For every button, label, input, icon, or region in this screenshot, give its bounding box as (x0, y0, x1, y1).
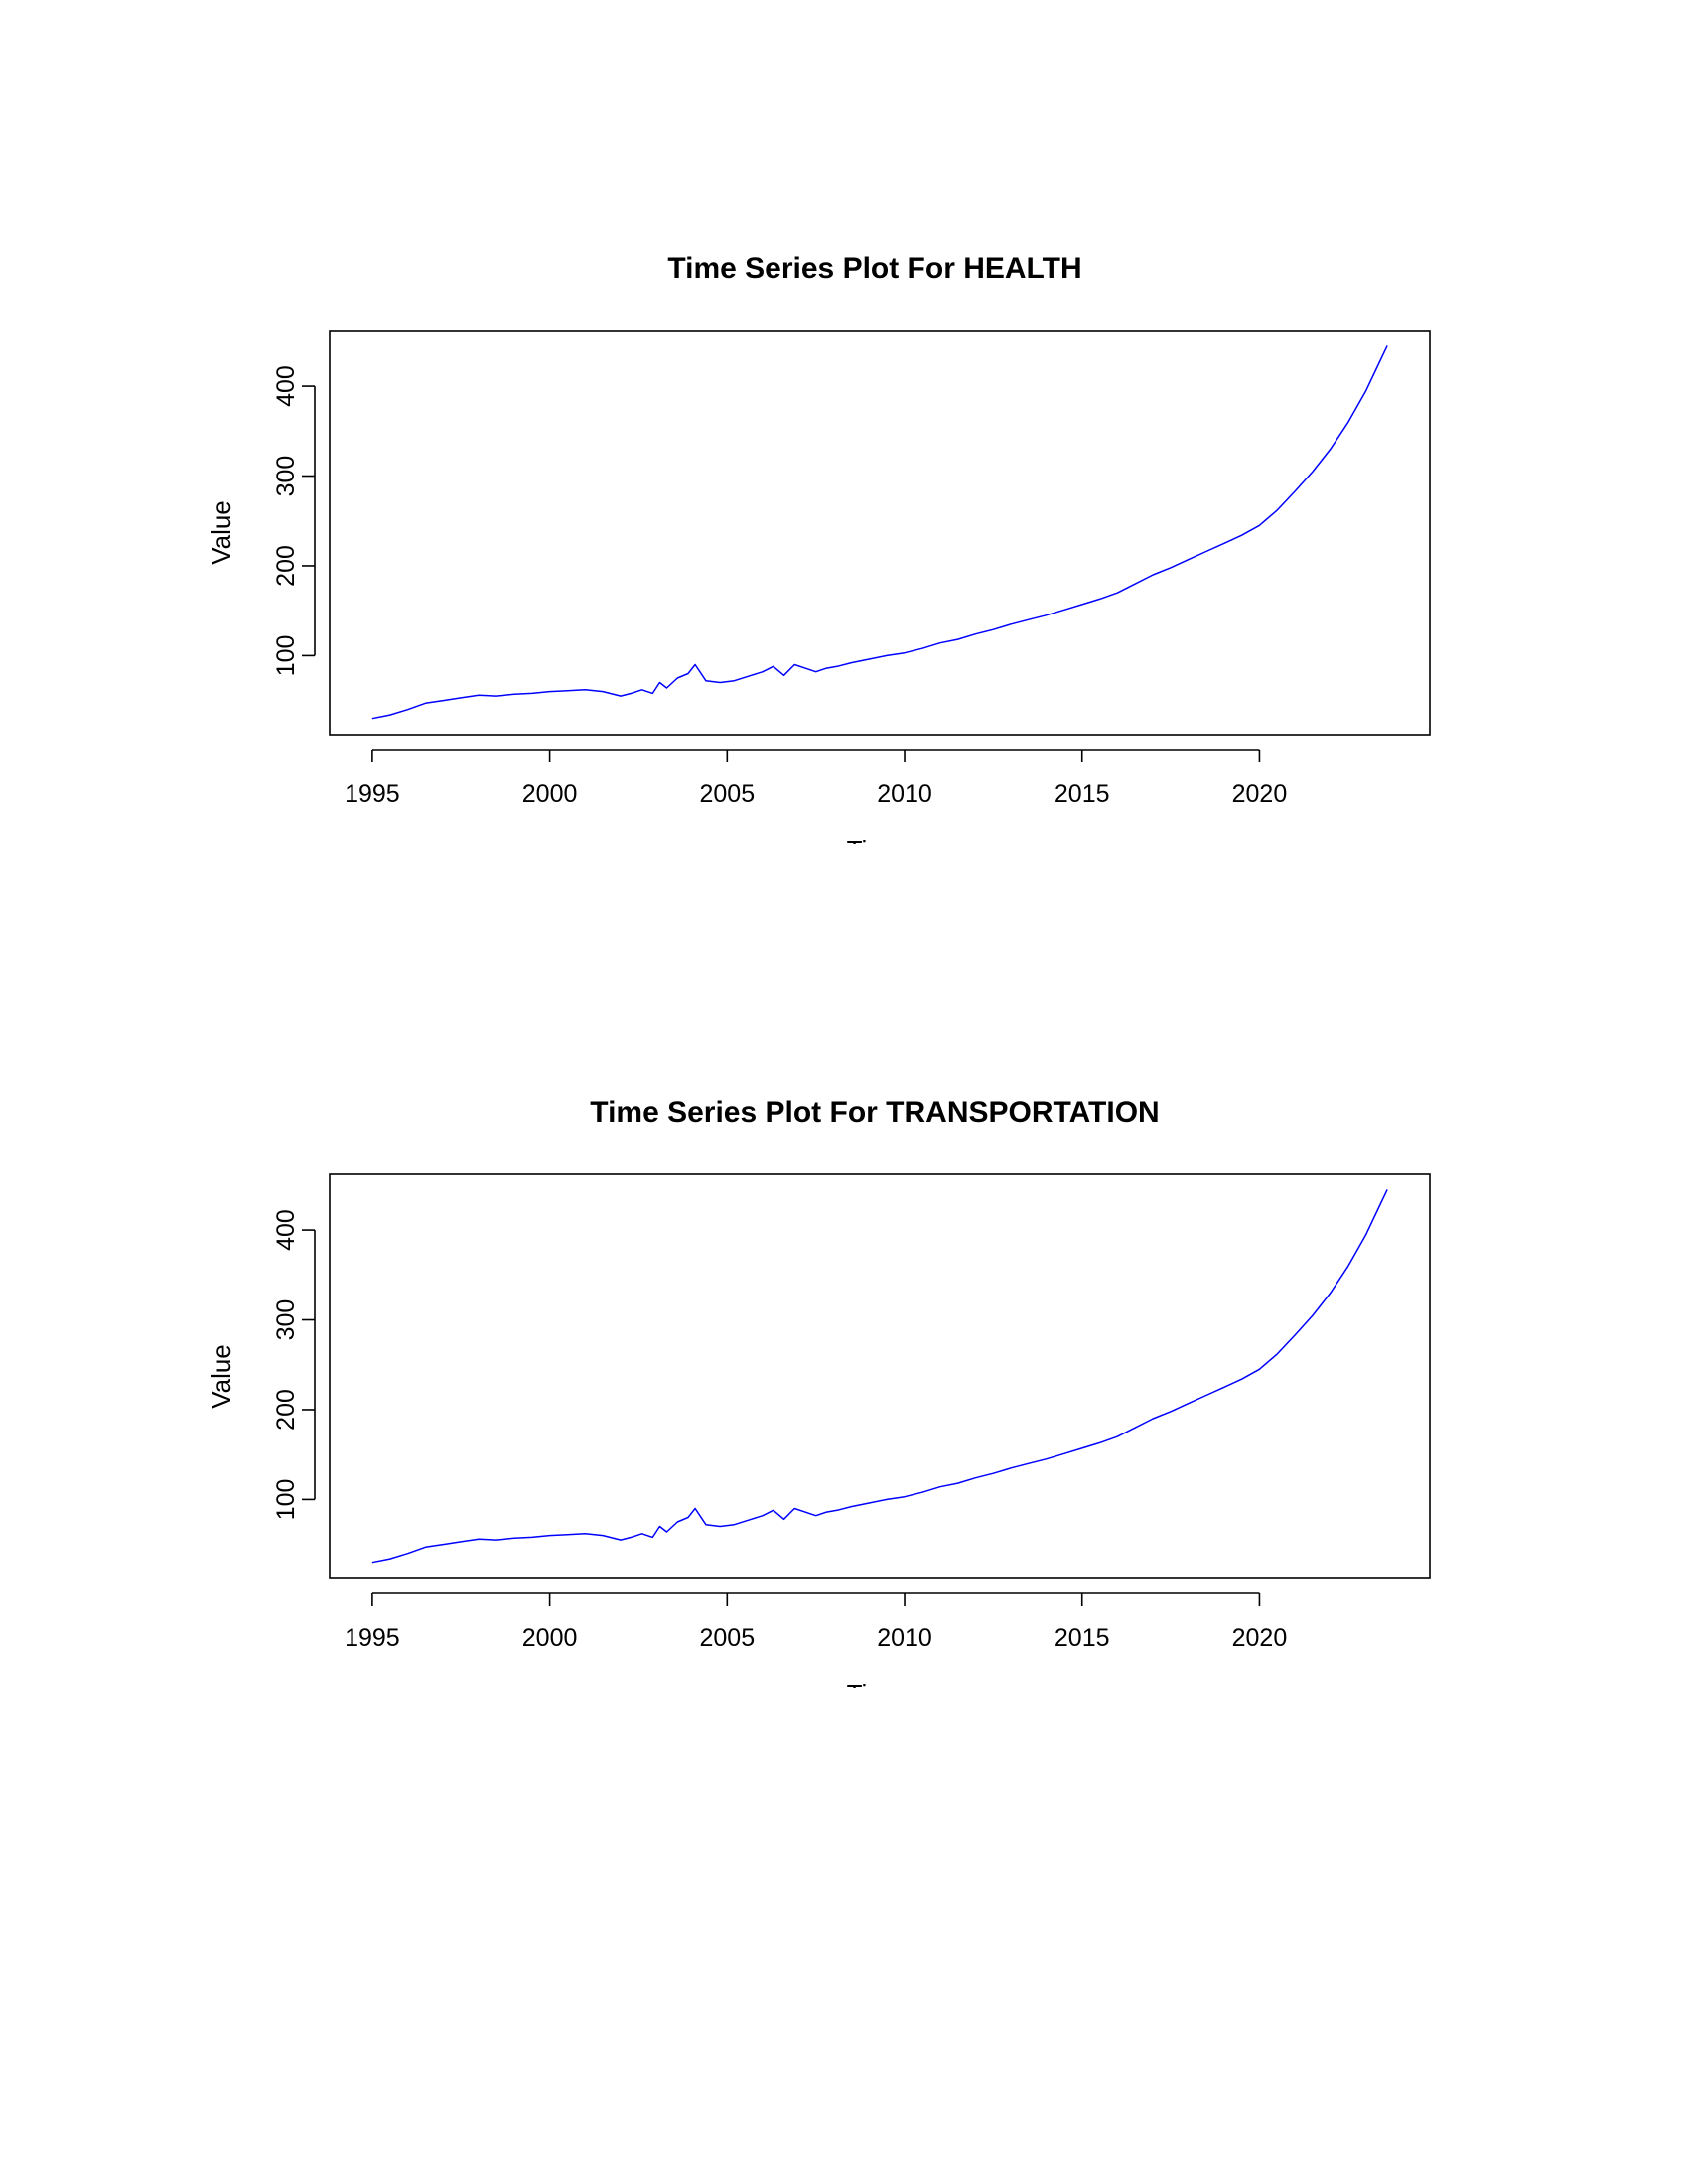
x-tick-label: 2010 (877, 1624, 932, 1652)
x-tick-label: 2015 (1055, 780, 1110, 808)
x-tick-label: 2005 (699, 1624, 755, 1652)
y-tick-label: 100 (272, 1479, 300, 1521)
y-tick-label: 400 (272, 1209, 300, 1251)
y-tick-label: 400 (272, 365, 300, 407)
plot-frame (329, 1173, 1431, 1579)
series-line (371, 1189, 1388, 1564)
x-tick-label: 2015 (1055, 1624, 1110, 1652)
y-tick-label: 300 (272, 456, 300, 497)
series-line (371, 345, 1388, 720)
chart-title: Time Series Plot For HEALTH (667, 252, 1081, 285)
x-tick-label: 2000 (522, 780, 578, 808)
y-axis-label: Value (207, 1344, 236, 1409)
plot-frame (329, 330, 1431, 736)
transportation-time-series-chart: Time Series Plot For TRANSPORTATION 1995 2… (207, 1096, 1431, 1688)
x-axis-label: Time (847, 1679, 904, 1688)
x-tick-label: 2010 (877, 780, 932, 808)
y-tick-label: 200 (272, 1389, 300, 1431)
x-tick-label: 2005 (699, 780, 755, 808)
chart-title: Time Series Plot For TRANSPORTATION (590, 1096, 1159, 1129)
x-tick-label: 2000 (522, 1624, 578, 1652)
y-tick-label: 300 (272, 1299, 300, 1341)
health-time-series-chart: Time Series Plot For HEALTH 1995 2000 2005 2… (207, 252, 1431, 844)
y-tick-label: 200 (272, 545, 300, 587)
y-tick-label: 100 (272, 635, 300, 677)
x-tick-label: 2020 (1232, 1624, 1288, 1652)
x-tick-label: 1995 (345, 1624, 400, 1652)
x-axis-label: Time (847, 835, 904, 844)
x-tick-label: 1995 (345, 780, 400, 808)
x-tick-label: 2020 (1232, 780, 1288, 808)
y-axis-label: Value (207, 500, 236, 565)
